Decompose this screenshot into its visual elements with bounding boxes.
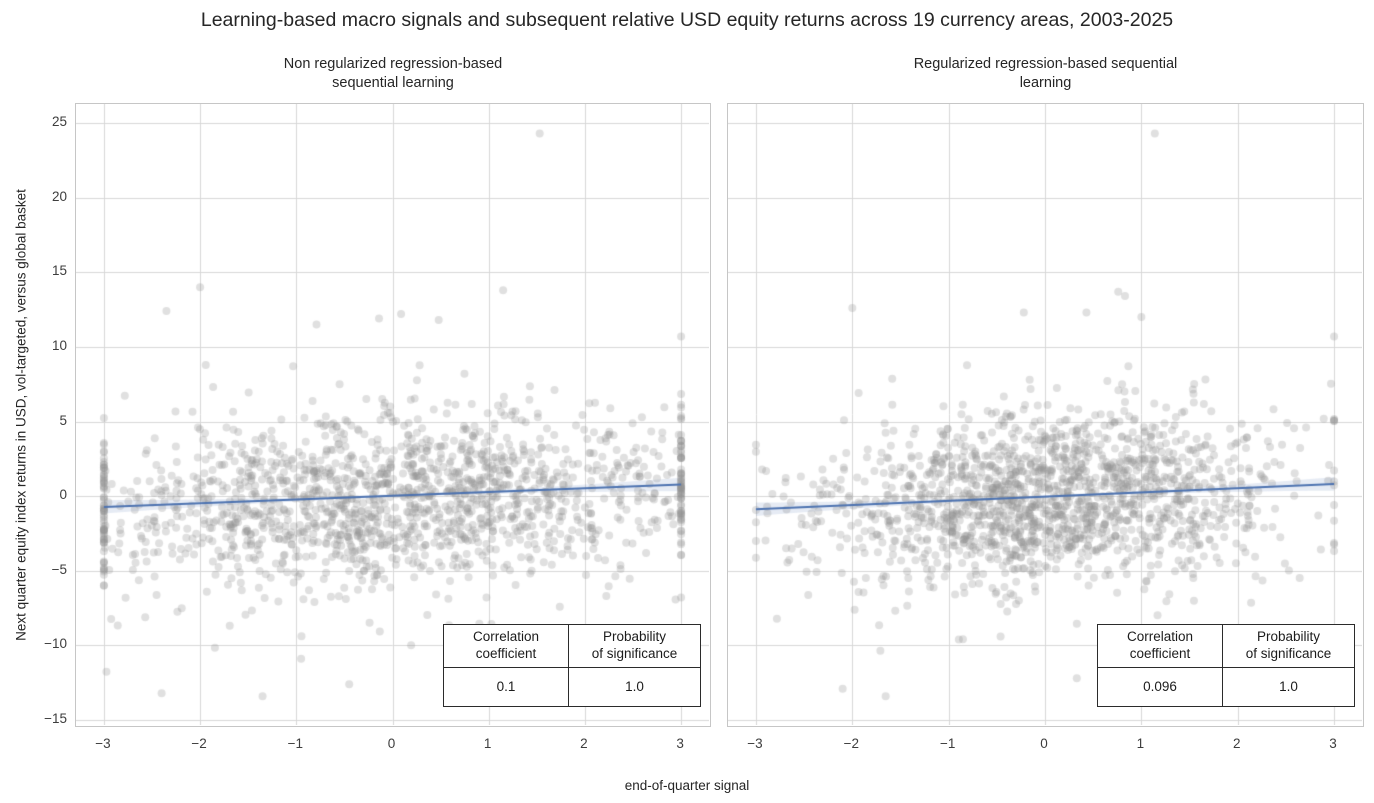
scatter-canvas-left — [76, 104, 709, 725]
y-tick-label: −10 — [44, 636, 67, 652]
correlation-coefficient-value: 0.1 — [444, 668, 569, 706]
x-tick-label: 0 — [1040, 736, 1048, 751]
x-tick-label: 1 — [483, 736, 492, 751]
x-tick-label: −3 — [95, 736, 111, 751]
y-tick-label: 0 — [59, 487, 67, 503]
x-tick-label: −2 — [843, 736, 859, 751]
x-tick-label: 3 — [1329, 736, 1337, 751]
y-axis-label: Next quarter equity index returns in USD… — [13, 189, 29, 641]
x-tick-label: 1 — [1136, 736, 1145, 751]
plot-area-right — [727, 103, 1364, 727]
stats-table-right: Correlation coefficient Probability of s… — [1097, 624, 1355, 707]
plot-area-left — [75, 103, 711, 727]
scatter-canvas-right — [728, 104, 1362, 725]
x-tick-label: −1 — [939, 736, 956, 751]
y-tick-label: 20 — [51, 188, 67, 204]
y-tick-label: 10 — [51, 337, 67, 353]
subplot-title-right: Regularized regression-based sequential … — [913, 56, 1178, 91]
subplot-title-left: Non regularized regression-based sequent… — [283, 56, 503, 91]
probability-of-significance-header: Probability of significance — [1223, 625, 1354, 668]
probability-of-significance-value: 1.0 — [569, 668, 700, 706]
probability-of-significance-value: 1.0 — [1223, 668, 1354, 706]
y-tick-label: 15 — [51, 263, 67, 279]
x-axis-label: end-of-quarter signal — [624, 778, 750, 793]
correlation-coefficient-value: 0.096 — [1098, 668, 1223, 706]
correlation-coefficient-header: Correlation coefficient — [444, 625, 569, 668]
x-tick-label: 3 — [676, 736, 684, 751]
x-tick-label: 0 — [387, 736, 396, 751]
stats-table-left: Correlation coefficient Probability of s… — [443, 624, 701, 707]
x-tick-label: 2 — [1232, 736, 1241, 751]
x-tick-label: 2 — [580, 736, 588, 751]
x-tick-label: −2 — [191, 736, 207, 751]
x-tick-label: −3 — [747, 736, 763, 751]
figure-title: Learning-based macro signals and subsequ… — [200, 9, 1174, 31]
y-tick-label: −5 — [51, 561, 67, 577]
y-tick-label: 5 — [59, 412, 67, 428]
x-tick-label: −1 — [287, 736, 303, 751]
correlation-coefficient-header: Correlation coefficient — [1098, 625, 1223, 668]
y-tick-label: 25 — [51, 113, 67, 129]
y-tick-label: −15 — [44, 711, 67, 727]
probability-of-significance-header: Probability of significance — [569, 625, 700, 668]
